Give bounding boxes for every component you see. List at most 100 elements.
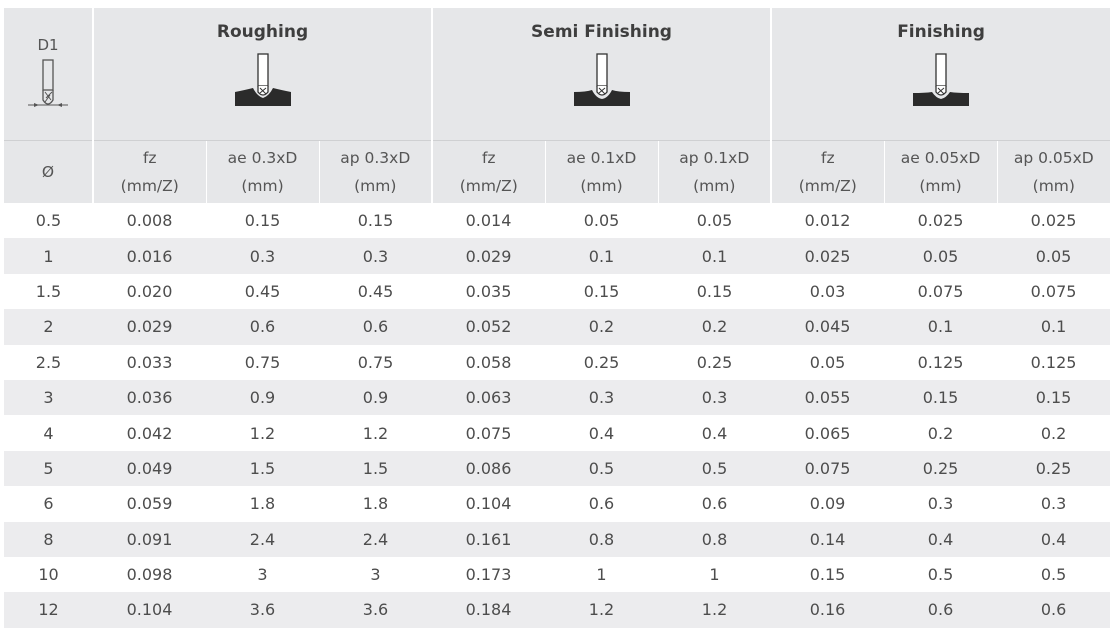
subheader-line1: ap 0.1xD — [679, 149, 750, 167]
value-cell: 0.052 — [432, 309, 546, 345]
subheader-roughing-ap: ap 0.3xD (mm) — [318, 140, 433, 203]
subheader-line2: (mm) — [354, 177, 397, 195]
value-cell: 0.05 — [658, 203, 772, 239]
value-cell: 0.3 — [319, 238, 433, 274]
value-cell: 0.45 — [319, 273, 433, 310]
diameter-cell: 2 — [4, 309, 93, 345]
value-cell: 0.8 — [545, 521, 659, 557]
value-cell: 0.15 — [319, 203, 433, 239]
group-finishing: Finishing — [770, 8, 1111, 141]
value-cell: 1.2 — [658, 592, 772, 628]
value-cell: 0.8 — [658, 521, 772, 557]
value-cell: 0.75 — [319, 344, 433, 380]
subheader-line1: fz — [481, 149, 496, 167]
value-cell: 0.15 — [884, 379, 998, 416]
value-cell: 0.020 — [93, 273, 206, 310]
value-cell: 0.6 — [206, 309, 319, 345]
diameter-header: Ø — [4, 140, 93, 203]
subheader-line1: ap 0.3xD — [340, 149, 411, 167]
value-cell: 0.1 — [545, 238, 659, 274]
value-cell: 1.5 — [319, 450, 433, 487]
end-mill-diameter-icon — [28, 59, 68, 107]
table-row: 3 0.036 0.9 0.9 0.063 0.3 0.3 0.055 0.15 0.15 — [4, 379, 1111, 416]
value-cell: 0.086 — [432, 450, 546, 487]
value-cell: 0.5 — [997, 556, 1111, 593]
value-cell: 3 — [319, 556, 433, 593]
group-semi-finishing: Semi Finishing — [431, 8, 772, 141]
d1-label: D1 — [37, 36, 59, 54]
subheader-semi-fz: fz (mm/Z) — [431, 140, 546, 203]
value-cell: 0.9 — [206, 379, 319, 416]
value-cell: 0.049 — [93, 450, 206, 487]
subheader-line1: ap 0.05xD — [1013, 149, 1094, 167]
value-cell: 0.5 — [658, 450, 772, 487]
value-cell: 1.2 — [206, 415, 319, 451]
value-cell: 0.15 — [997, 379, 1111, 416]
value-cell: 1.5 — [206, 450, 319, 487]
value-cell: 0.6 — [997, 592, 1111, 628]
value-cell: 0.3 — [658, 379, 772, 416]
value-cell: 1.2 — [545, 592, 659, 628]
value-cell: 0.25 — [884, 450, 998, 487]
value-cell: 0.1 — [884, 309, 998, 345]
value-cell: 0.3 — [206, 238, 319, 274]
diameter-cell: 4 — [4, 415, 93, 451]
value-cell: 0.161 — [432, 521, 546, 557]
diameter-cell: 8 — [4, 521, 93, 557]
table-row: 5 0.049 1.5 1.5 0.086 0.5 0.5 0.075 0.25 0.25 — [4, 450, 1111, 487]
value-cell: 0.125 — [997, 344, 1111, 380]
diameter-cell: 6 — [4, 486, 93, 522]
value-cell: 0.6 — [545, 486, 659, 522]
value-cell: 0.104 — [432, 486, 546, 522]
semi-finishing-cut-icon — [573, 53, 630, 106]
subheader-line1: fz — [142, 149, 157, 167]
subheader-finishing-fz: fz (mm/Z) — [770, 140, 885, 203]
subheader-line1: fz — [820, 149, 835, 167]
table-row: 2.5 0.033 0.75 0.75 0.058 0.25 0.25 0.05 0.125 0.… — [4, 344, 1111, 380]
value-cell: 0.45 — [206, 273, 319, 310]
value-cell: 0.012 — [771, 203, 885, 239]
value-cell: 0.6 — [319, 309, 433, 345]
value-cell: 0.075 — [884, 273, 998, 310]
subheader-line2: (mm/Z) — [120, 177, 179, 195]
subheader-line1: ae 0.05xD — [900, 149, 981, 167]
diameter-cell: 1 — [4, 238, 93, 274]
value-cell: 0.035 — [432, 273, 546, 310]
diameter-cell: 0.5 — [4, 203, 93, 239]
roughing-cut-icon — [234, 53, 291, 106]
value-cell: 0.03 — [771, 273, 885, 310]
value-cell: 0.2 — [545, 309, 659, 345]
value-cell: 0.075 — [771, 450, 885, 487]
diameter-cell: 10 — [4, 556, 93, 593]
subheader-semi-ap: ap 0.1xD (mm) — [657, 140, 772, 203]
table-row: 2 0.029 0.6 0.6 0.052 0.2 0.2 0.045 0.1 0.1 — [4, 309, 1111, 345]
subheader-line2: (mm) — [241, 177, 284, 195]
value-cell: 0.25 — [545, 344, 659, 380]
value-cell: 0.125 — [884, 344, 998, 380]
value-cell: 0.14 — [771, 521, 885, 557]
value-cell: 0.3 — [884, 486, 998, 522]
value-cell: 0.055 — [771, 379, 885, 416]
value-cell: 0.184 — [432, 592, 546, 628]
value-cell: 0.4 — [658, 415, 772, 451]
value-cell: 0.3 — [545, 379, 659, 416]
value-cell: 0.3 — [997, 486, 1111, 522]
value-cell: 0.008 — [93, 203, 206, 239]
value-cell: 0.4 — [997, 521, 1111, 557]
value-cell: 0.15 — [206, 203, 319, 239]
value-cell: 0.025 — [997, 203, 1111, 239]
value-cell: 0.1 — [658, 238, 772, 274]
value-cell: 0.6 — [658, 486, 772, 522]
group-title-roughing: Roughing — [216, 22, 309, 42]
value-cell: 1 — [545, 556, 659, 593]
diameter-cell: 5 — [4, 450, 93, 487]
table-row: 12 0.104 3.6 3.6 0.184 1.2 1.2 0.16 0.6 0.6 — [4, 592, 1111, 628]
value-cell: 0.4 — [545, 415, 659, 451]
diameter-cell: 2.5 — [4, 344, 93, 380]
group-roughing: Roughing — [91, 8, 433, 141]
value-cell: 0.014 — [432, 203, 546, 239]
subheader-finishing-ap: ap 0.05xD (mm) — [996, 140, 1111, 203]
group-title-finishing: Finishing — [897, 22, 985, 42]
value-cell: 0.033 — [93, 344, 206, 380]
value-cell: 0.098 — [93, 556, 206, 593]
